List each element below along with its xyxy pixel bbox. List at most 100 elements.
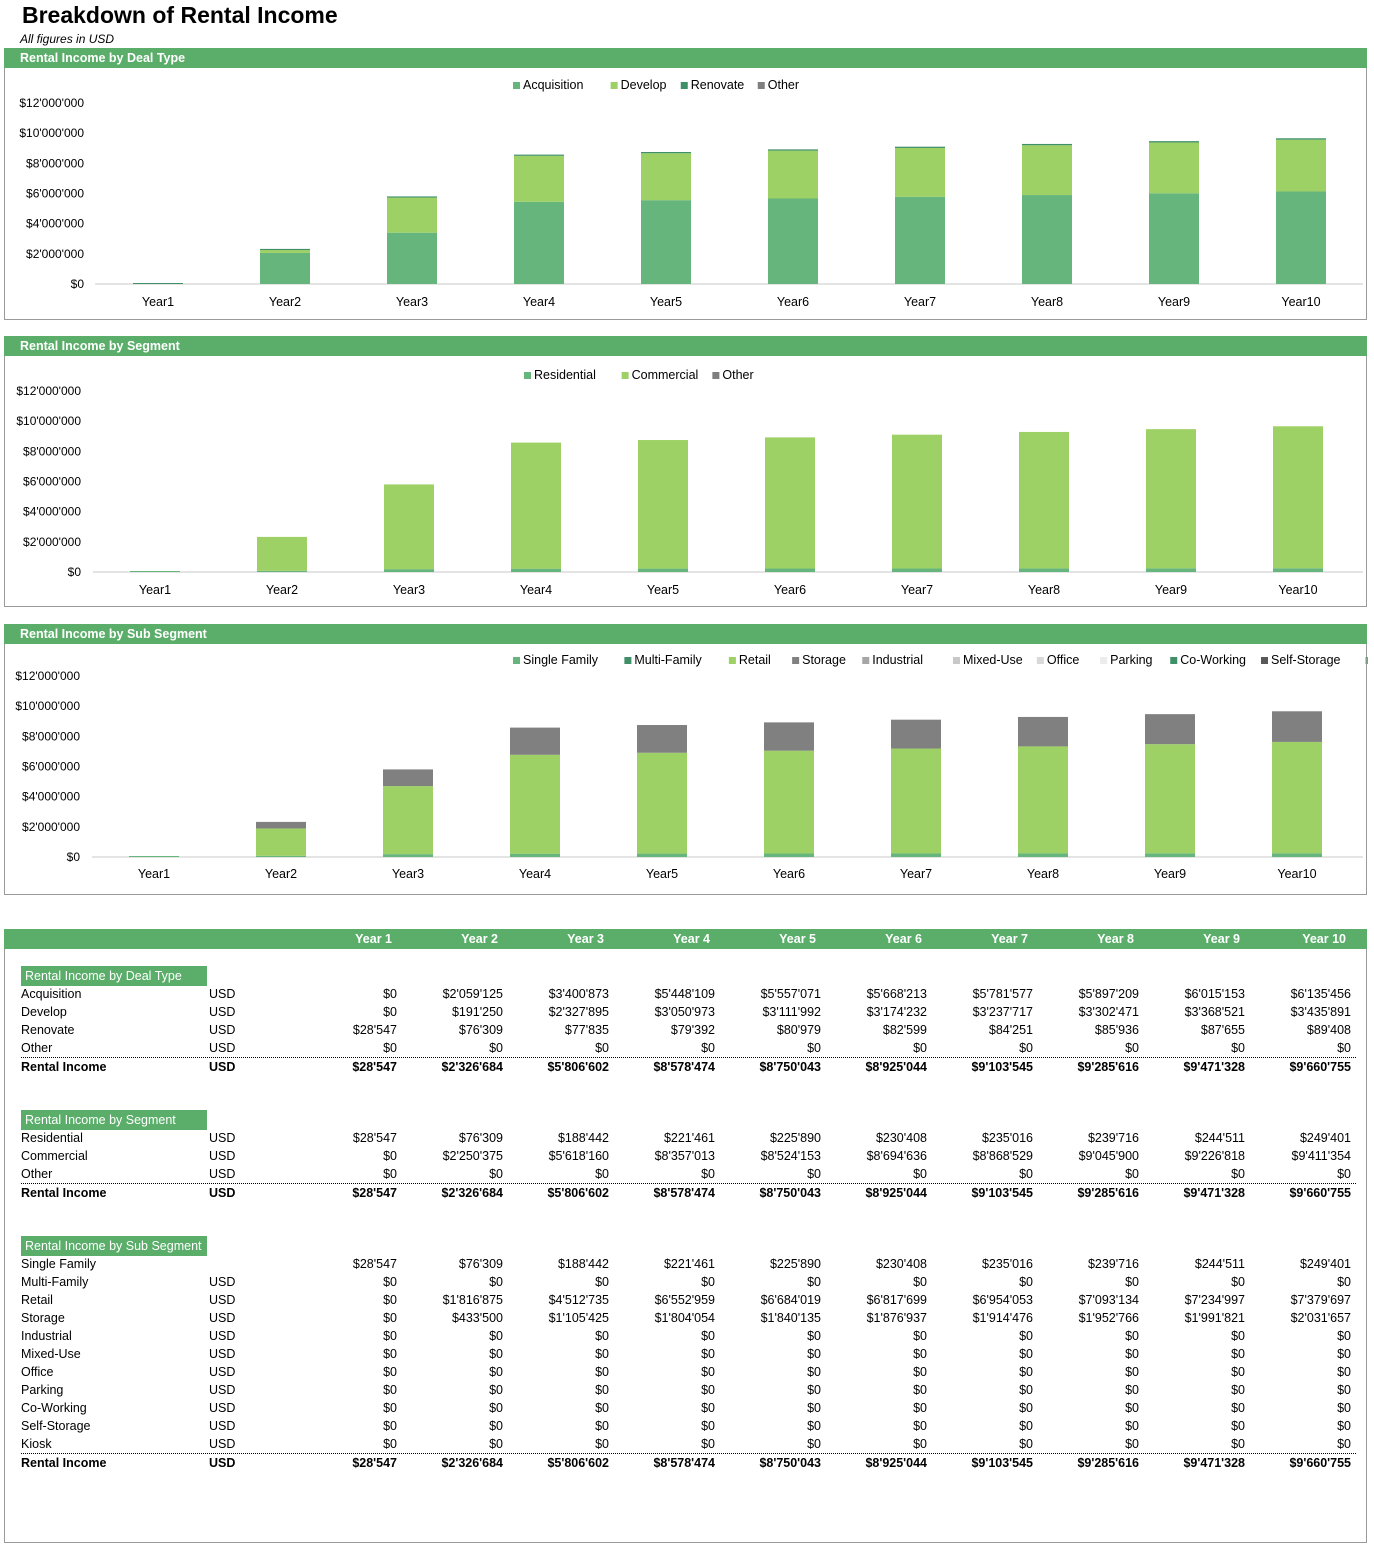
cell-value: $0 — [383, 1401, 397, 1415]
cell-value: $0 — [1337, 1365, 1351, 1379]
bar-segment — [384, 569, 434, 572]
bar-segment — [638, 440, 688, 569]
cell-value: $0 — [1231, 1329, 1245, 1343]
cell-value: $5'448'109 — [654, 987, 715, 1001]
legend-swatch — [1365, 657, 1368, 664]
cell-value: $5'668'213 — [866, 987, 927, 1001]
cell-value: $8'750'043 — [759, 1456, 821, 1470]
bar-segment — [514, 154, 564, 156]
bar-segment — [260, 248, 310, 251]
cell-value: $76'309 — [458, 1257, 503, 1271]
cell-value: $0 — [1231, 1401, 1245, 1415]
y-tick-label: $6'000'000 — [23, 475, 81, 489]
cell-value: $0 — [489, 1419, 503, 1433]
bar-segment — [1022, 143, 1072, 146]
cell-value: $5'806'602 — [547, 1456, 609, 1470]
legend-swatch — [1100, 657, 1108, 664]
y-tick-label: $0 — [68, 565, 82, 579]
cell-value: $28'547 — [352, 1023, 397, 1037]
cell-value: $3'435'891 — [1290, 1005, 1351, 1019]
bar-segment — [383, 769, 433, 787]
cell-value: $249'401 — [1299, 1257, 1351, 1271]
table-year-header: Year 6 — [885, 932, 922, 946]
cell-value: $28'547 — [352, 1186, 397, 1200]
y-tick-label: $4'000'000 — [23, 505, 81, 519]
chart-subsegment-header: Rental Income by Sub Segment — [4, 624, 1367, 644]
cell-value: $2'326'684 — [441, 1060, 503, 1074]
bar-segment — [256, 821, 306, 829]
cell-value: $221'461 — [663, 1131, 715, 1145]
cell-value: $9'660'755 — [1289, 1186, 1351, 1200]
cell-value: $0 — [1125, 1383, 1139, 1397]
row-label: Rental Income — [21, 1186, 107, 1200]
bar-segment — [1018, 746, 1068, 854]
cell-value: $0 — [701, 1347, 715, 1361]
y-tick-label: $0 — [67, 850, 81, 864]
cell-value: $1'914'476 — [972, 1311, 1033, 1325]
x-tick-label: Year4 — [519, 867, 551, 881]
cell-value: $2'250'375 — [442, 1149, 503, 1163]
cell-value: $0 — [383, 1365, 397, 1379]
cell-value: $3'302'471 — [1078, 1005, 1139, 1019]
table-row: Residential USD $28'547 $76'309 $188'442 $221… — [21, 1129, 1356, 1147]
row-label: Co-Working — [21, 1401, 87, 1415]
row-label: Industrial — [21, 1329, 72, 1343]
cell-value: $0 — [489, 1437, 503, 1451]
x-tick-label: Year10 — [1277, 867, 1316, 881]
cell-value: $0 — [489, 1347, 503, 1361]
row-label: Storage — [21, 1311, 65, 1325]
cell-value: $0 — [807, 1041, 821, 1055]
cell-value: $85'936 — [1094, 1023, 1139, 1037]
bar-segment — [387, 232, 437, 284]
table-year-header: Year 10 — [1302, 932, 1346, 946]
bar-segment — [511, 568, 561, 572]
row-label: Multi-Family — [21, 1275, 89, 1289]
cell-value: $9'285'616 — [1077, 1186, 1139, 1200]
cell-value: $0 — [383, 987, 397, 1001]
cell-value: $0 — [1337, 1401, 1351, 1415]
table-year-header: Year 2 — [461, 932, 498, 946]
bar-segment — [768, 149, 818, 151]
legend-entry: Mixed-Use — [963, 653, 1023, 667]
row-label: Commercial — [21, 1149, 88, 1163]
cell-value: $28'547 — [352, 1257, 397, 1271]
row-unit: USD — [209, 987, 236, 1001]
row-unit: USD — [209, 1365, 236, 1379]
cell-value: $1'840'135 — [760, 1311, 821, 1325]
cell-value: $8'750'043 — [759, 1186, 821, 1200]
legend-entry: Single Family — [523, 653, 599, 667]
chart-segment: $0 $2'000'000 $4'000'000 $6'000'000 $8'000'0… — [16, 368, 1363, 597]
table-row: Other USD $0 $0 $0 $0 $0 $0 $0 $0 $0 $0 — [21, 1039, 1356, 1057]
cell-value: $0 — [595, 1383, 609, 1397]
cell-value: $0 — [1337, 1329, 1351, 1343]
legend-entry: Commercial — [632, 368, 699, 382]
table-total-row: Rental Income USD $28'547 $2'326'684 $5'806'… — [21, 1453, 1356, 1472]
cell-value: $0 — [913, 1347, 927, 1361]
x-tick-label: Year1 — [142, 295, 174, 309]
bar-segment — [1146, 429, 1196, 569]
x-tick-label: Year1 — [138, 867, 170, 881]
cell-value: $0 — [383, 1419, 397, 1433]
cell-value: $9'471'328 — [1183, 1456, 1245, 1470]
page-title: Breakdown of Rental Income — [22, 2, 338, 28]
cell-value: $0 — [701, 1437, 715, 1451]
cell-value: $7'234'997 — [1184, 1293, 1245, 1307]
x-tick-label: Year1 — [139, 583, 171, 597]
cell-value: $76'309 — [458, 1131, 503, 1145]
row-unit: USD — [209, 1347, 236, 1361]
chart-deal-type: $0 $2'000'000 $4'000'000 $6'000'000 $8'000'0… — [19, 78, 1363, 309]
row-unit: USD — [209, 1005, 236, 1019]
cell-value: $1'105'425 — [548, 1311, 609, 1325]
bar-segment — [133, 283, 183, 284]
cell-value: $3'237'717 — [972, 1005, 1033, 1019]
cell-value: $244'511 — [1194, 1131, 1245, 1145]
cell-value: $0 — [1019, 1041, 1033, 1055]
cell-value: $3'400'873 — [548, 987, 609, 1001]
x-tick-label: Year7 — [900, 867, 932, 881]
cell-value: $0 — [807, 1275, 821, 1289]
cell-value: $0 — [701, 1167, 715, 1181]
cell-value: $0 — [1125, 1419, 1139, 1433]
cell-value: $0 — [1337, 1347, 1351, 1361]
bar-segment — [387, 196, 437, 198]
cell-value: $0 — [489, 1041, 503, 1055]
